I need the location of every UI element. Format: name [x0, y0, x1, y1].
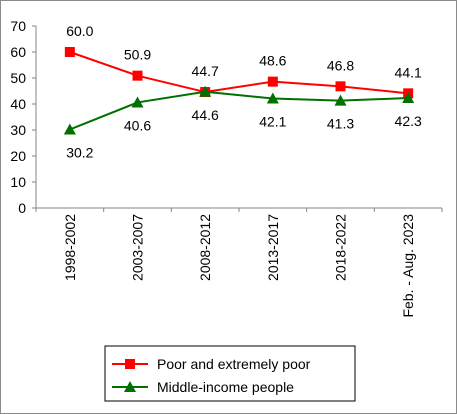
data-labels: 60.0 30.2 50.9 40.6 44.6 44.7 48.6 42.1 46.8 41.3…: [66, 23, 422, 160]
x-tick-label: Feb. - Aug. 2023: [400, 214, 416, 318]
data-point: [402, 92, 415, 104]
data-point: [199, 85, 212, 97]
legend-box: [104, 345, 356, 402]
data-point: [64, 47, 75, 57]
data-label: 44.7: [192, 63, 219, 79]
data-label: 50.9: [124, 47, 151, 63]
data-label: 42.1: [259, 114, 286, 130]
data-point: [132, 70, 143, 81]
data-label: 40.6: [124, 117, 151, 133]
series-line-poor: [69, 51, 409, 95]
y-tick-label: 70: [10, 18, 26, 34]
series-layer: [63, 47, 415, 135]
y-tick-label: 30: [10, 122, 26, 138]
x-tick-label: 2003-2007: [130, 214, 146, 281]
y-tick-label: 60: [10, 44, 26, 60]
x-tick-label: 2013-2017: [265, 214, 281, 281]
data-label: 41.3: [327, 116, 354, 132]
y-tick-label: 0: [18, 200, 26, 216]
data-point: [131, 96, 144, 108]
data-point: [335, 81, 346, 92]
data-point: [334, 94, 347, 106]
y-tick-label: 20: [10, 148, 26, 164]
data-point: [63, 123, 76, 135]
y-tick-label: 40: [10, 96, 26, 112]
data-point: [266, 92, 279, 104]
legend-marker: [125, 359, 135, 369]
data-label: 42.3: [395, 113, 422, 129]
data-label: 60.0: [66, 23, 93, 39]
x-tick-label: 1998-2002: [62, 214, 78, 281]
y-tick-label: 10: [10, 174, 26, 190]
data-point: [267, 76, 278, 87]
data-label: 44.6: [192, 107, 219, 123]
data-label: 46.8: [327, 57, 354, 73]
legend-entry: Middle-income people: [157, 379, 294, 395]
series-line-middle-income: [69, 90, 409, 131]
y-tick-label: 50: [10, 70, 26, 86]
data-label: 48.6: [259, 53, 286, 69]
data-label: 30.2: [66, 144, 93, 160]
axes: 0 10 20 30 40 50 60 70 1998-2002 2003-2007 2008-20…: [10, 18, 443, 318]
legend: Poor and extremely poor Middle-income peo…: [104, 345, 356, 402]
legend-marker: [124, 381, 136, 392]
x-tick-label: 2008-2012: [197, 214, 213, 281]
x-tick-label: 2018-2022: [333, 214, 349, 281]
data-label: 44.1: [395, 64, 422, 80]
legend-entry: Poor and extremely poor: [157, 356, 311, 372]
